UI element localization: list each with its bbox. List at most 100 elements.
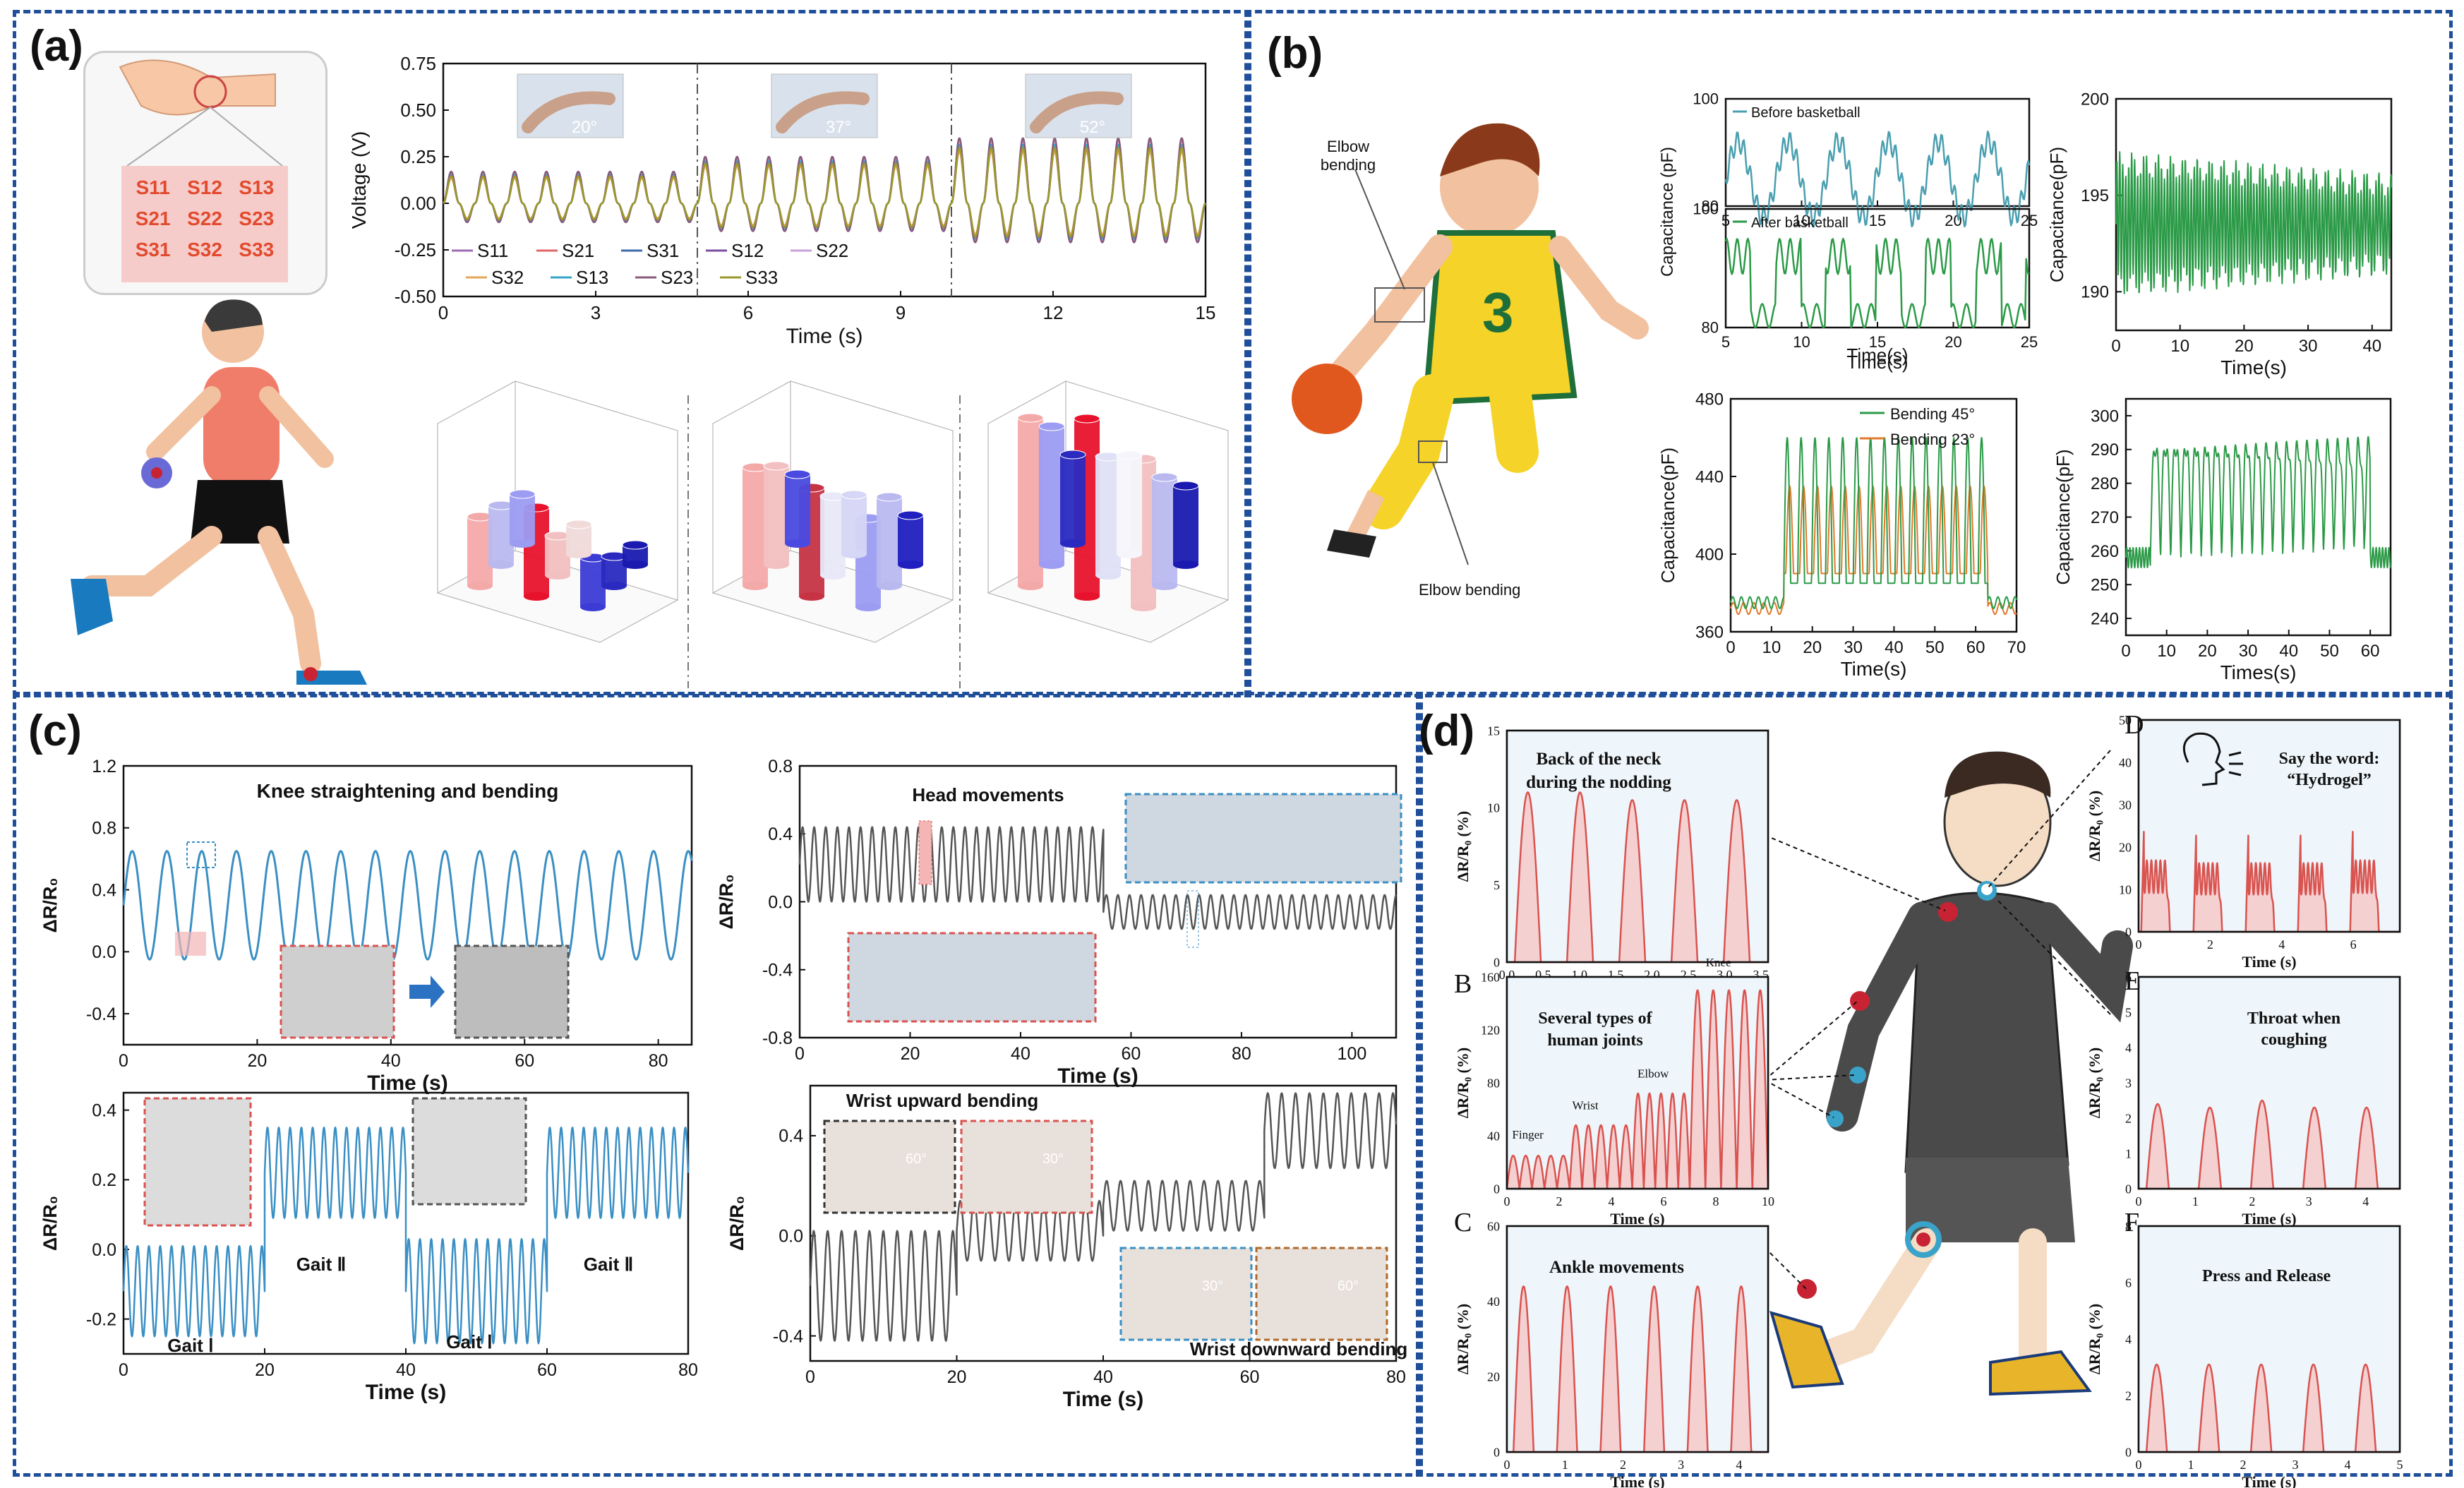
- head-photo: [1124, 793, 1402, 884]
- y-tick-label: 0.25: [400, 146, 436, 167]
- x-tick-label: 20: [901, 1044, 920, 1064]
- y-tick-label: 0.0: [768, 892, 793, 912]
- bar-bottom: [580, 603, 606, 611]
- bar-top: [1116, 450, 1143, 460]
- legend-label: S21: [562, 240, 594, 261]
- bar-bottom: [1131, 603, 1156, 611]
- bar-bottom: [877, 582, 902, 590]
- y-tick-label: 4: [2125, 1332, 2132, 1346]
- x-tick-label: 0: [2136, 1194, 2142, 1208]
- series-line: [122, 850, 693, 961]
- bar-bottom: [1060, 539, 1086, 548]
- y-tick-label: 0.2: [92, 1170, 116, 1190]
- x-tick-label: 0: [438, 302, 448, 323]
- x-tick-label: 2: [1556, 1194, 1563, 1208]
- y-tick-label: 195: [2081, 186, 2109, 205]
- y-axis-label: ΔR/R₀: [716, 874, 737, 929]
- y-tick-label: 40: [1487, 1129, 1500, 1143]
- x-tick-label: 4: [2362, 1194, 2369, 1208]
- series-line: [798, 826, 1398, 930]
- bar-bottom: [743, 582, 768, 590]
- y-axis-label: ΔR/R₀ (%): [1454, 811, 1472, 882]
- x-tick-label: 25: [2021, 333, 2038, 351]
- legend-label: S13: [576, 267, 608, 288]
- bar-bottom: [764, 560, 789, 569]
- legend-label: Bending 23°: [1890, 431, 1975, 448]
- x-tick-label: 6: [743, 302, 753, 323]
- angle-label: 52°: [1080, 118, 1105, 137]
- x-tick-label: 60: [1240, 1367, 1260, 1387]
- bar-top: [622, 540, 649, 550]
- bar-bottom: [467, 582, 493, 590]
- area-fill: [2139, 832, 2400, 932]
- x-tick-label: 60: [1122, 1044, 1141, 1064]
- x-tick-label: 9: [896, 302, 906, 323]
- bar-cylinder: [510, 494, 535, 544]
- x-axis-label: Time(s): [1846, 352, 1908, 373]
- walking-boy-icon: [1769, 751, 2133, 1396]
- y-tick-label: 0.50: [400, 100, 436, 121]
- series-line: [122, 1127, 690, 1345]
- y-tick-label: 0.8: [768, 757, 793, 776]
- y-tick-label: 30: [2119, 798, 2132, 812]
- highlight-box: [1186, 890, 1199, 948]
- y-tick-label: 400: [1695, 545, 1724, 564]
- sensor-label: S23: [239, 208, 275, 229]
- bar-top: [784, 469, 811, 479]
- y-tick-label: -0.4: [762, 961, 793, 980]
- wrist-photo: [1255, 1247, 1388, 1341]
- hand-icon: [119, 59, 276, 116]
- x-tick-label: 2: [2207, 937, 2213, 952]
- y-tick-label: 10: [1487, 801, 1500, 815]
- y-tick-label: 0.8: [92, 819, 116, 839]
- bar-top: [1059, 450, 1086, 460]
- y-tick-label: 20: [2119, 840, 2132, 854]
- plot-frame: [2137, 976, 2401, 1190]
- x-tick-label: 30: [2299, 337, 2318, 356]
- panel-label-a: (a): [30, 22, 83, 71]
- bar-cylinder: [1060, 455, 1086, 544]
- y-tick-label: 120: [1481, 1023, 1500, 1037]
- bar-bottom: [566, 550, 591, 558]
- y-tick-label: 290: [2091, 440, 2119, 460]
- y-tick-label: 4: [2125, 1040, 2132, 1055]
- y-tick-label: 240: [2091, 609, 2119, 628]
- area-fill: [1507, 792, 1768, 962]
- bar-bottom: [1152, 582, 1177, 590]
- x-tick-label: 0: [2136, 1458, 2142, 1472]
- bar-bottom: [799, 592, 824, 601]
- bar-top: [1172, 481, 1199, 491]
- panel-d-frame: [1416, 692, 2453, 1477]
- x-axis-label: Time (s): [2242, 1473, 2296, 1488]
- panel-label-d: (d): [1419, 707, 1475, 755]
- x-axis-label: Time (s): [366, 1381, 446, 1404]
- y-tick-label: 200: [2081, 90, 2109, 109]
- y-tick-label: 0.4: [768, 824, 793, 844]
- x-tick-label: 10: [1762, 638, 1781, 657]
- d-press-letter: F: [2125, 1208, 2140, 1237]
- knee-photo: [280, 944, 395, 1039]
- d-press-title: Press and Release: [2202, 1267, 2331, 1285]
- y-tick-label: 0: [1494, 1182, 1500, 1196]
- x-tick-label: 70: [2007, 638, 2026, 657]
- x-axis-label: Time(s): [1841, 658, 1907, 680]
- legend-label: S33: [745, 267, 778, 288]
- gait-photo: [143, 1097, 252, 1227]
- gait-photo: [411, 1097, 527, 1206]
- x-tick-label: 0: [2136, 937, 2142, 952]
- y-axis-label: ΔR/R₀: [726, 1196, 747, 1251]
- angle-label: 20°: [572, 118, 597, 137]
- y-tick-label: 80: [1487, 1076, 1500, 1090]
- y-tick-label: 80: [1702, 198, 1719, 215]
- angle-label: 60°: [1338, 1278, 1359, 1294]
- elbow-bending-bottom-label: Elbow bending: [1419, 581, 1521, 599]
- y-tick-label: -0.50: [395, 286, 436, 307]
- bar-bottom: [488, 560, 514, 569]
- bar-bottom: [785, 539, 810, 548]
- y-tick-label: 8: [2125, 1219, 2132, 1233]
- x-tick-label: 40: [1885, 638, 1904, 657]
